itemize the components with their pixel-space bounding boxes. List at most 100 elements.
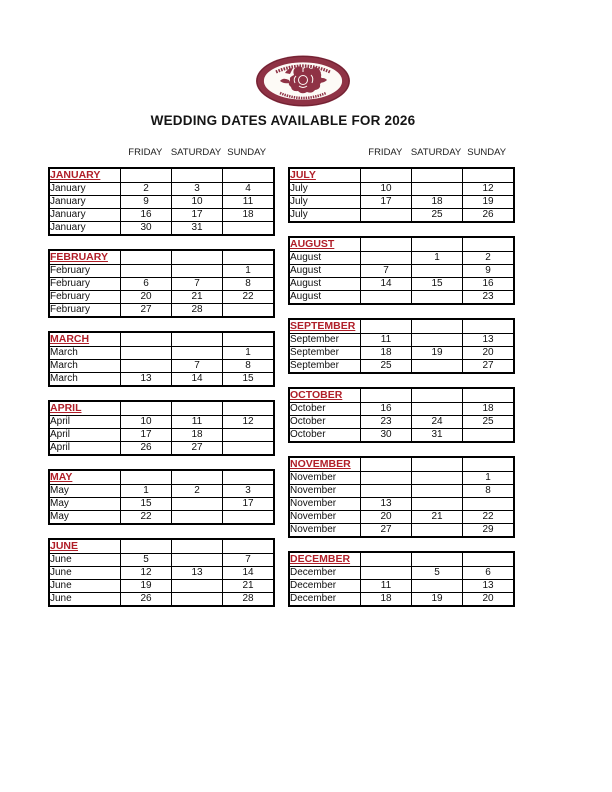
empty-header-cell	[360, 236, 412, 252]
empty-header-cell	[120, 538, 172, 554]
month-label-cell: April	[48, 428, 121, 442]
empty-header-cell	[120, 167, 172, 183]
date-cell: 9	[462, 264, 515, 278]
month-label-cell: June	[48, 579, 121, 593]
date-cell	[120, 264, 172, 278]
date-cell: 7	[171, 359, 223, 373]
date-cell: 29	[462, 523, 515, 538]
empty-header-cell	[360, 551, 412, 567]
empty-header-cell	[222, 400, 275, 416]
month-label-cell: March	[48, 372, 121, 387]
date-cell: 9	[120, 195, 172, 209]
date-cell	[171, 592, 223, 607]
date-cell	[171, 497, 223, 511]
table-row: October 16 18	[288, 402, 515, 416]
date-cell: 23	[462, 290, 515, 305]
month-label-cell: September	[288, 359, 361, 374]
table-row: August 1 2	[288, 251, 515, 265]
month-header-label: MARCH	[50, 333, 90, 345]
month-header-cell: SEPTEMBER	[288, 318, 361, 334]
date-cell	[411, 497, 463, 511]
table-row: February 1	[48, 264, 275, 278]
empty-header-cell	[360, 387, 412, 403]
date-cell	[171, 510, 223, 525]
date-cell: 26	[120, 441, 172, 456]
florist-oval-badge-icon	[256, 55, 350, 107]
date-cell: 14	[360, 277, 412, 291]
table-row: February 20 21 22	[48, 290, 275, 304]
date-cell: 16	[462, 277, 515, 291]
empty-header-cell	[411, 167, 463, 183]
month-label-cell: March	[48, 359, 121, 373]
month-label-cell: July	[288, 195, 361, 209]
date-cell: 16	[360, 402, 412, 416]
month-label-cell: December	[288, 566, 361, 580]
month-header-row: AUGUST	[288, 236, 515, 252]
month-table-may: MAY May 1 2 3 May 15 17 May 22	[48, 469, 275, 525]
month-table-december: DECEMBER December 5 6 December 11 13 December 18…	[288, 551, 515, 607]
date-cell: 25	[360, 359, 412, 374]
date-cell: 18	[222, 208, 275, 222]
date-cell: 6	[120, 277, 172, 291]
date-cell: 11	[360, 579, 412, 593]
month-label-cell: January	[48, 221, 121, 236]
month-header-label: AUGUST	[290, 238, 335, 250]
date-cell: 1	[462, 471, 515, 485]
date-cell: 7	[171, 277, 223, 291]
empty-header-cell	[360, 318, 412, 334]
table-row: January 2 3 4	[48, 182, 275, 196]
date-cell: 25	[411, 208, 463, 223]
empty-header-cell	[222, 167, 275, 183]
months-column-right: JULY July 10 12 July 17 18 19 July 25 26 AUGUST Augu…	[288, 167, 515, 620]
date-cell: 31	[411, 428, 463, 443]
table-row: February 27 28	[48, 303, 275, 318]
month-label-cell: January	[48, 208, 121, 222]
date-cell	[360, 208, 412, 223]
date-cell: 2	[171, 484, 223, 498]
date-cell	[120, 346, 172, 360]
empty-header-cell	[411, 551, 463, 567]
date-cell: 11	[171, 415, 223, 429]
day-headers-right: FRIDAY SATURDAY SUNDAY	[360, 147, 512, 158]
month-header-label: JANUARY	[50, 169, 101, 181]
date-cell: 17	[222, 497, 275, 511]
date-cell: 2	[120, 182, 172, 196]
date-cell	[222, 441, 275, 456]
month-label-cell: June	[48, 553, 121, 567]
date-cell	[411, 402, 463, 416]
date-cell: 12	[462, 182, 515, 196]
table-row: June 5 7	[48, 553, 275, 567]
table-row: December 18 19 20	[288, 592, 515, 607]
month-header-cell: OCTOBER	[288, 387, 361, 403]
date-cell: 12	[222, 415, 275, 429]
date-cell: 10	[171, 195, 223, 209]
date-cell	[360, 484, 412, 498]
date-cell: 14	[222, 566, 275, 580]
month-label-cell: February	[48, 264, 121, 278]
month-header-row: JULY	[288, 167, 515, 183]
date-cell: 11	[360, 333, 412, 347]
date-cell: 18	[360, 592, 412, 607]
date-cell: 22	[462, 510, 515, 524]
table-row: November 8	[288, 484, 515, 498]
month-label-cell: November	[288, 484, 361, 498]
date-cell: 21	[171, 290, 223, 304]
month-label-cell: May	[48, 497, 121, 511]
month-table-march: MARCH March 1 March 7 8 March 13 14 15	[48, 331, 275, 387]
date-cell	[222, 510, 275, 525]
table-row: May 22	[48, 510, 275, 525]
table-row: September 25 27	[288, 359, 515, 374]
month-header-row: OCTOBER	[288, 387, 515, 403]
month-label-cell: August	[288, 290, 361, 305]
empty-header-cell	[222, 469, 275, 485]
date-cell: 10	[360, 182, 412, 196]
month-header-label: APRIL	[50, 402, 82, 414]
empty-header-cell	[411, 387, 463, 403]
date-cell	[411, 333, 463, 347]
date-cell: 19	[411, 592, 463, 607]
date-cell	[171, 264, 223, 278]
month-header-label: MAY	[50, 471, 73, 483]
date-cell	[171, 346, 223, 360]
date-cell	[171, 553, 223, 567]
day-header-saturday: SATURDAY	[410, 147, 462, 158]
